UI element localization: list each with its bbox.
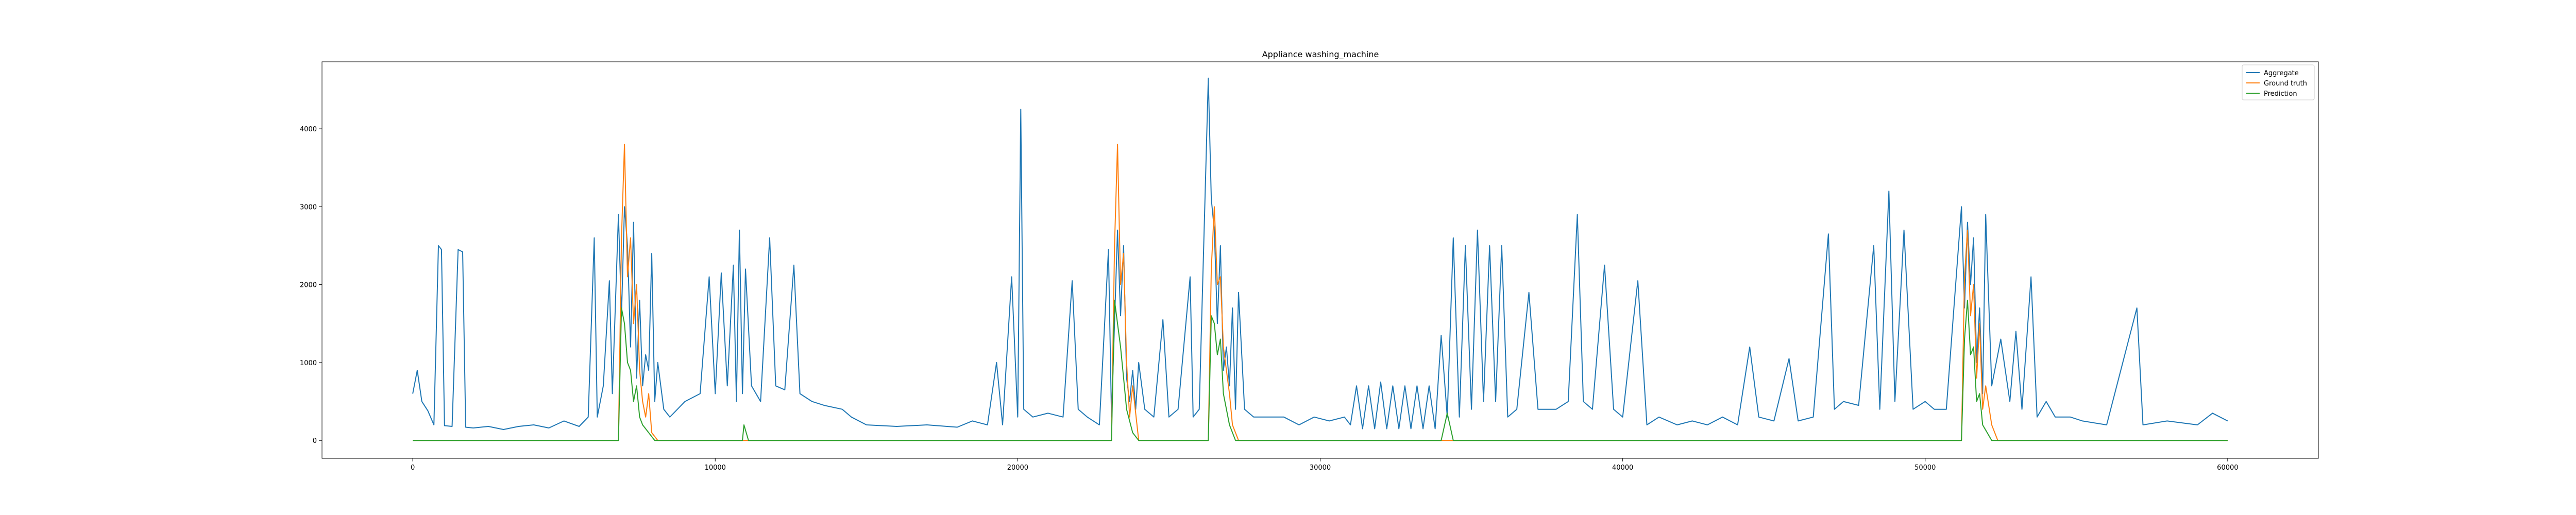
series-line-aggregate	[412, 77, 2228, 430]
series-line-prediction	[413, 299, 2228, 441]
x-tick-label: 10000	[705, 464, 726, 472]
x-axis: 0 10000 20000 30000 40000 50000 60000	[411, 458, 2239, 472]
x-tick-label: 30000	[1310, 464, 1331, 472]
legend-label: Prediction	[2264, 90, 2297, 98]
y-tick-label: 0	[313, 437, 317, 445]
legend: Aggregate Ground truth Prediction	[2242, 64, 2315, 100]
x-tick-label: 60000	[2217, 464, 2238, 472]
y-tick-label: 4000	[300, 126, 317, 133]
x-tick-label: 50000	[1914, 464, 1936, 472]
x-tick-label: 0	[411, 464, 415, 472]
legend-label: Aggregate	[2264, 70, 2299, 77]
y-tick-label: 1000	[300, 359, 317, 367]
y-axis: 0 1000 2000 3000 4000	[300, 126, 322, 445]
legend-label: Ground truth	[2264, 80, 2307, 88]
y-tick-label: 3000	[300, 203, 317, 211]
chart-title: Appliance washing_machine	[1262, 49, 1379, 60]
y-tick-label: 2000	[300, 282, 317, 289]
x-tick-label: 20000	[1007, 464, 1028, 472]
legend-box	[2242, 64, 2315, 100]
x-tick-label: 40000	[1612, 464, 1633, 472]
